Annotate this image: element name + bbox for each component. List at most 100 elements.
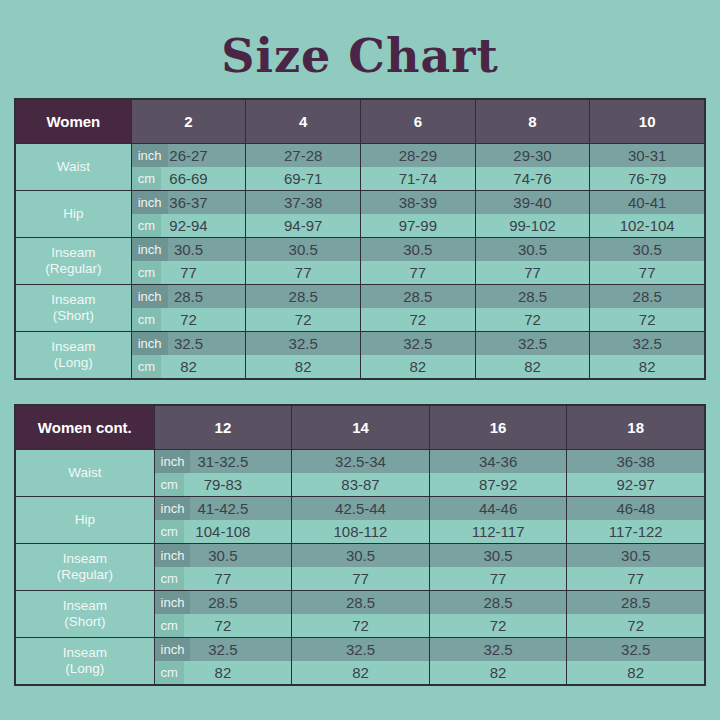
cm-value: 82	[590, 358, 704, 375]
unit-label-inch: inch	[132, 144, 168, 167]
cm-value: 76-79	[590, 170, 704, 187]
inch-value: 28.5	[590, 288, 704, 305]
measurement-cell: 32.5 82	[429, 638, 567, 684]
measurement-cell: 32.5 82	[360, 332, 475, 378]
cm-value: 72	[567, 617, 704, 634]
measurement-cell: inch30.5 cm77	[154, 544, 292, 590]
table-header-row: Women cont. 12 14 16 18	[16, 406, 704, 449]
size-column-header: 2	[131, 100, 246, 143]
size-column-header: 10	[589, 100, 704, 143]
inch-value: 32.5	[430, 641, 567, 658]
measurement-cell: 30-31 76-79	[589, 144, 704, 190]
inch-value: 28-29	[361, 147, 475, 164]
measurement-cell: 30.5 77	[589, 238, 704, 284]
measurement-cell: 39-40 99-102	[475, 191, 590, 237]
measurement-cell: inch32.5 cm82	[154, 638, 292, 684]
unit-label-cm: cm	[132, 167, 161, 190]
measurement-cell: 32.5 82	[475, 332, 590, 378]
unit-label-cm: cm	[155, 614, 184, 637]
measurement-cell: 30.5 77	[429, 544, 567, 590]
table-title-cell: Women cont.	[16, 406, 154, 449]
cm-value: 108-112	[292, 523, 429, 540]
inch-value: 32.5	[292, 641, 429, 658]
measurement-cell: 32.5 82	[566, 638, 704, 684]
inch-value: 30.5	[246, 241, 360, 258]
measurement-cell: 34-36 87-92	[429, 450, 567, 496]
inch-value: 44-46	[430, 500, 567, 517]
inch-value: 37-38	[246, 194, 360, 211]
table-row-hip: Hip inch36-37 cm92-94 37-38 94-97 38-39 …	[16, 190, 704, 237]
cm-value: 92-97	[567, 476, 704, 493]
table-row-inseam-regular: Inseam(Regular) inch30.5 cm77 30.5 77 30…	[16, 543, 704, 590]
measurement-cell: 28.5 72	[245, 285, 360, 331]
cm-value: 72	[361, 311, 475, 328]
unit-label-cm: cm	[132, 214, 161, 237]
cm-value: 82	[476, 358, 590, 375]
table-title-cell: Women	[16, 100, 131, 143]
table-row-waist: Waist inch31-32.5 cm79-83 32.5-34 83-87 …	[16, 449, 704, 496]
inch-value: 30.5	[567, 547, 704, 564]
size-column-header: 18	[566, 406, 704, 449]
size-column-header: 12	[154, 406, 292, 449]
measurement-cell: 30.5 77	[566, 544, 704, 590]
cm-value: 72	[246, 311, 360, 328]
inch-value: 46-48	[567, 500, 704, 517]
cm-value: 77	[246, 264, 360, 281]
cm-value: 94-97	[246, 217, 360, 234]
cm-value: 82	[361, 358, 475, 375]
inch-value: 30.5	[292, 547, 429, 564]
measurement-cell: 28.5 72	[475, 285, 590, 331]
unit-label-inch: inch	[155, 591, 191, 614]
size-column-header: 8	[475, 100, 590, 143]
table-row-inseam-long: Inseam(Long) inch32.5 cm82 32.5 82 32.5 …	[16, 637, 704, 684]
cm-value: 69-71	[246, 170, 360, 187]
size-chart-page: Size Chart Women 2 4 6 8 10 Waist inch26…	[0, 0, 720, 720]
measurement-cell: 28.5 72	[566, 591, 704, 637]
inch-value: 32.5	[361, 335, 475, 352]
table-row-waist: Waist inch26-27 cm66-69 27-28 69-71 28-2…	[16, 143, 704, 190]
measurement-cell: 28.5 72	[360, 285, 475, 331]
page-title: Size Chart	[14, 14, 706, 98]
unit-label-inch: inch	[132, 238, 168, 261]
women-size-table: Women 2 4 6 8 10 Waist inch26-27 cm66-69…	[14, 98, 706, 380]
inch-value: 30.5	[430, 547, 567, 564]
cm-value: 72	[292, 617, 429, 634]
measurement-cell: 28.5 72	[291, 591, 429, 637]
measurement-cell: 30.5 77	[291, 544, 429, 590]
measurement-cell: inch36-37 cm92-94	[131, 191, 246, 237]
inch-value: 29-30	[476, 147, 590, 164]
measurement-cell: 28-29 71-74	[360, 144, 475, 190]
women-cont-size-table: Women cont. 12 14 16 18 Waist inch31-32.…	[14, 404, 706, 686]
row-label: Hip	[16, 497, 154, 543]
inch-value: 30.5	[590, 241, 704, 258]
row-label: Inseam(Long)	[16, 332, 131, 378]
cm-value: 72	[590, 311, 704, 328]
inch-value: 32.5	[476, 335, 590, 352]
cm-value: 112-117	[430, 523, 567, 540]
unit-label-cm: cm	[132, 308, 161, 331]
size-column-header: 4	[245, 100, 360, 143]
cm-value: 97-99	[361, 217, 475, 234]
measurement-cell: 32.5 82	[589, 332, 704, 378]
measurement-cell: inch31-32.5 cm79-83	[154, 450, 292, 496]
measurement-cell: inch28.5 cm72	[131, 285, 246, 331]
cm-value: 77	[476, 264, 590, 281]
table-header-row: Women 2 4 6 8 10	[16, 100, 704, 143]
cm-value: 82	[567, 664, 704, 681]
measurement-cell: 32.5 82	[245, 332, 360, 378]
measurement-cell: inch32.5 cm82	[131, 332, 246, 378]
inch-value: 28.5	[476, 288, 590, 305]
row-label: Inseam(Short)	[16, 591, 154, 637]
cm-value: 72	[476, 311, 590, 328]
row-label: Waist	[16, 144, 131, 190]
cm-value: 87-92	[430, 476, 567, 493]
measurement-cell: 30.5 77	[360, 238, 475, 284]
measurement-cell: 29-30 74-76	[475, 144, 590, 190]
measurement-cell: 30.5 77	[475, 238, 590, 284]
measurement-cell: inch41-42.5 cm104-108	[154, 497, 292, 543]
measurement-cell: 44-46 112-117	[429, 497, 567, 543]
inch-value: 30.5	[361, 241, 475, 258]
unit-label-cm: cm	[155, 661, 184, 684]
measurement-cell: inch26-27 cm66-69	[131, 144, 246, 190]
measurement-cell: 40-41 102-104	[589, 191, 704, 237]
